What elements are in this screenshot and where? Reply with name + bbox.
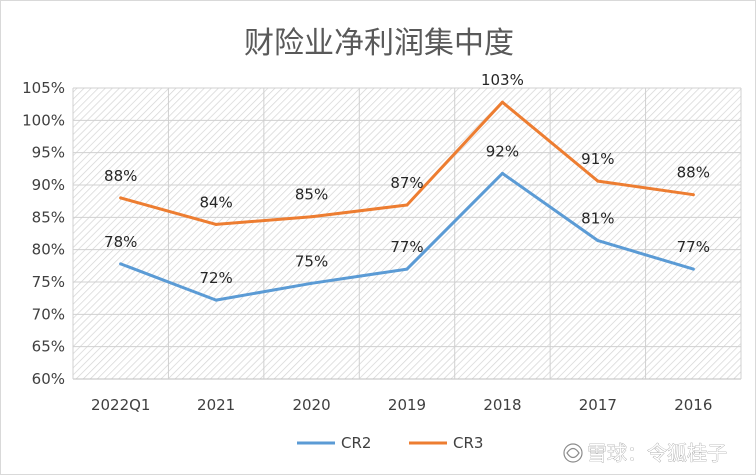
data-label-cr3: 88% — [104, 167, 137, 185]
data-label-cr3: 84% — [199, 193, 232, 211]
data-point-cr2 — [405, 267, 409, 271]
x-tick-label: 2019 — [388, 396, 426, 414]
data-point-cr2 — [691, 267, 695, 271]
data-label-cr3: 91% — [581, 150, 614, 168]
y-tick-label: 75% — [32, 273, 65, 291]
data-point-cr3 — [119, 196, 123, 200]
data-point-cr3 — [405, 203, 409, 207]
y-tick-label: 65% — [32, 338, 65, 356]
data-label-cr3: 87% — [390, 174, 423, 192]
data-label-cr2: 77% — [390, 238, 423, 256]
data-point-cr2 — [310, 281, 314, 285]
data-point-cr3 — [500, 100, 504, 104]
y-tick-label: 60% — [32, 370, 65, 388]
data-point-cr2 — [596, 239, 600, 243]
legend: CR2 CR3 — [297, 434, 483, 452]
data-label-cr2: 92% — [486, 142, 519, 160]
x-tick-label: 2017 — [579, 396, 617, 414]
x-tick-label: 2016 — [674, 396, 712, 414]
snowball-logo-icon — [563, 443, 583, 463]
y-tick-label: 85% — [32, 208, 65, 226]
data-label-cr3: 88% — [677, 164, 710, 182]
plot-area — [73, 88, 741, 379]
data-label-cr2: 78% — [104, 233, 137, 251]
y-axis-ticks: 60% 65% 70% 75% 80% 85% 90% 95% 100% 105% — [22, 79, 65, 388]
data-point-cr2 — [119, 262, 123, 266]
data-point-cr2 — [214, 298, 218, 302]
y-tick-label: 100% — [22, 111, 65, 129]
data-label-cr2: 77% — [677, 238, 710, 256]
x-gridlines — [72, 88, 742, 379]
data-label-cr3: 103% — [481, 71, 524, 89]
data-point-cr3 — [596, 179, 600, 183]
data-point-cr3 — [214, 222, 218, 226]
watermark-text: 雪球：令狐桂子 — [587, 441, 727, 465]
data-labels: 78% 72% 75% 77% 92% 81% 77% 88% 84% 85% 87% 103% 91%… — [104, 71, 710, 287]
legend-label-cr2: CR2 — [341, 434, 371, 452]
x-axis-ticks: 2022Q1 2021 2020 2019 2018 2017 2016 — [91, 396, 712, 414]
data-label-cr2: 72% — [199, 269, 232, 287]
data-point-cr2 — [500, 171, 504, 175]
series-lines — [119, 100, 695, 302]
y-tick-label: 95% — [32, 144, 65, 162]
x-tick-label: 2022Q1 — [91, 396, 151, 414]
data-label-cr2: 81% — [581, 210, 614, 228]
data-point-cr3 — [691, 193, 695, 197]
x-tick-label: 2021 — [197, 396, 235, 414]
x-tick-label: 2020 — [292, 396, 330, 414]
y-tick-label: 70% — [32, 305, 65, 323]
data-label-cr3: 85% — [295, 186, 328, 204]
data-label-cr2: 75% — [295, 252, 328, 270]
legend-label-cr3: CR3 — [453, 434, 483, 452]
y-tick-label: 105% — [22, 79, 65, 97]
data-point-cr3 — [310, 215, 314, 219]
y-tick-label: 90% — [32, 176, 65, 194]
x-tick-label: 2018 — [483, 396, 521, 414]
watermark: 雪球：令狐桂子 — [563, 441, 727, 465]
y-tick-label: 80% — [32, 241, 65, 259]
y-gridlines — [73, 87, 741, 380]
chart-title: 财险业净利润集中度 — [244, 26, 514, 61]
